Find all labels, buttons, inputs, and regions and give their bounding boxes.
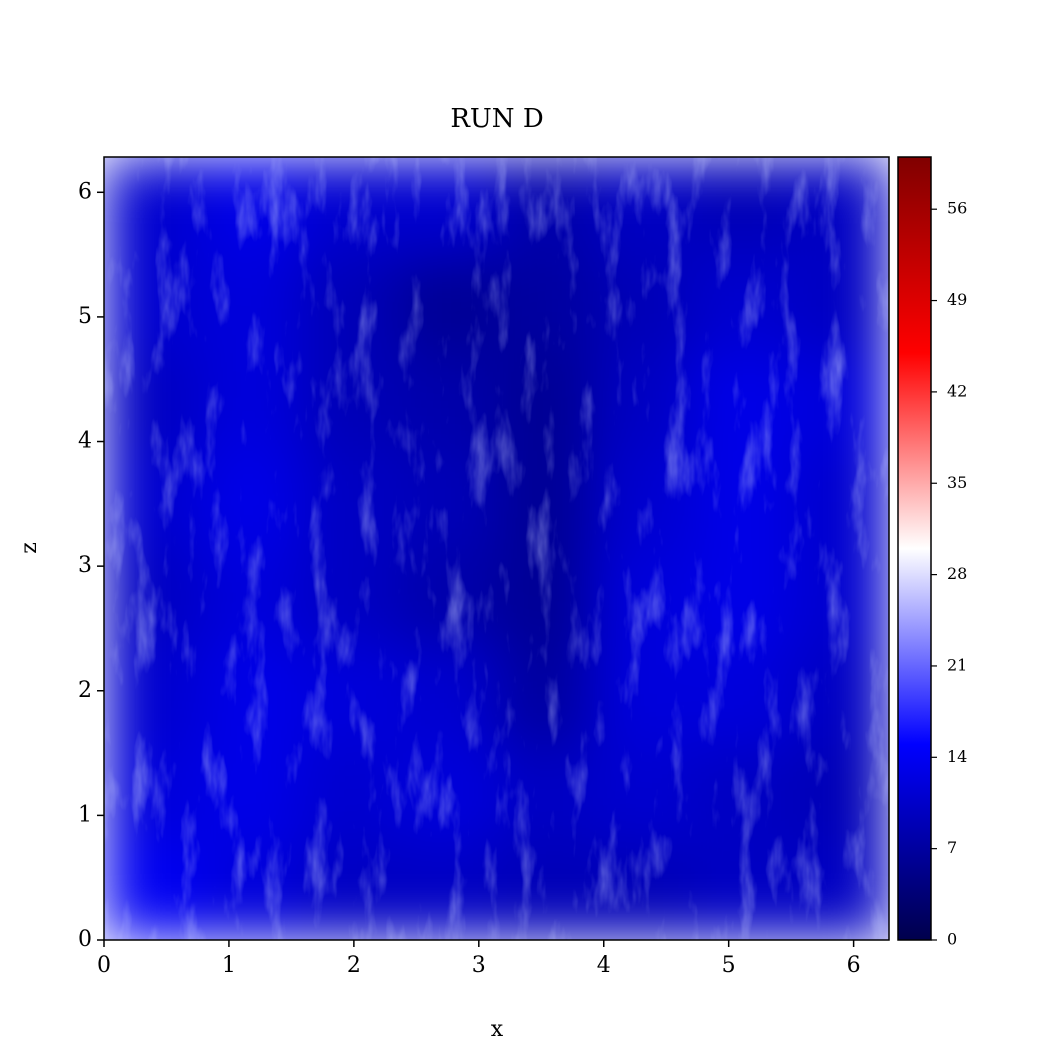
y-tick-label: 1 bbox=[78, 802, 92, 827]
colorbar-tick-label: 21 bbox=[947, 655, 967, 674]
heatmap-field bbox=[104, 157, 889, 940]
colorbar-tick-label: 42 bbox=[947, 381, 967, 400]
colorbar-tick-label: 56 bbox=[947, 199, 967, 218]
colorbar bbox=[897, 156, 932, 941]
y-tick-label: 6 bbox=[78, 179, 92, 204]
x-tick-label: 2 bbox=[347, 953, 361, 978]
y-axis-label: z bbox=[17, 542, 42, 554]
colorbar-tick-label: 28 bbox=[947, 564, 967, 583]
y-tick-label: 5 bbox=[78, 304, 92, 329]
y-tick-label: 4 bbox=[78, 429, 92, 454]
x-tick-label: 1 bbox=[222, 953, 236, 978]
colorbar-tick-label: 35 bbox=[947, 473, 967, 492]
texture bbox=[104, 157, 889, 940]
y-tick-label: 0 bbox=[78, 927, 92, 952]
x-tick-label: 0 bbox=[97, 953, 111, 978]
y-tick-label: 2 bbox=[78, 678, 92, 703]
y-tick-label: 3 bbox=[78, 553, 92, 578]
colorbar-tick-label: 14 bbox=[947, 747, 967, 766]
x-axis-label: x bbox=[491, 1017, 504, 1042]
x-tick-label: 5 bbox=[722, 953, 736, 978]
x-tick-label: 6 bbox=[847, 953, 861, 978]
colorbar-tick-label: 7 bbox=[947, 838, 957, 857]
colorbar-tick-label: 49 bbox=[947, 290, 967, 309]
x-tick-label: 3 bbox=[472, 953, 486, 978]
chart-title: RUN D bbox=[450, 104, 543, 134]
colorbar-tick-label: 0 bbox=[947, 930, 957, 949]
plot-frame bbox=[103, 156, 890, 941]
x-tick-label: 4 bbox=[597, 953, 611, 978]
